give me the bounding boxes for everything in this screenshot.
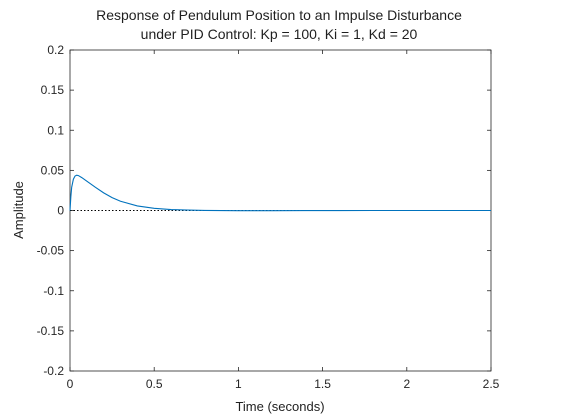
y-tick-label: 0.2 <box>47 43 64 57</box>
y-tick-label: -0.2 <box>43 364 64 378</box>
chart-title-line-1: Response of Pendulum Position to an Impu… <box>96 7 462 23</box>
y-axis-label: Amplitude <box>11 181 26 239</box>
series-line-pendulum-response <box>69 174 491 212</box>
x-tick-label: 1.5 <box>314 377 331 391</box>
x-tick-label: 0.5 <box>146 377 163 391</box>
y-tick-label: 0.1 <box>47 123 64 137</box>
y-tick-label: -0.1 <box>43 284 64 298</box>
y-tick-label: -0.15 <box>37 324 65 338</box>
chart-title-line-2: under PID Control: Kp = 100, Ki = 1, Kd … <box>141 26 418 42</box>
y-tick-label: -0.05 <box>37 244 65 258</box>
x-axis-ticks: 0 0.5 1 1.5 2 2.5 <box>67 50 500 391</box>
y-tick-label: 0.05 <box>41 163 65 177</box>
y-axis-ticks: 0.2 0.15 0.1 0.05 0 -0.05 -0.1 -0.15 -0.2 <box>37 43 491 378</box>
x-tick-label: 1 <box>235 377 242 391</box>
x-axis-label: Time (seconds) <box>235 399 324 414</box>
y-tick-label: 0.15 <box>41 83 65 97</box>
y-tick-label: 0 <box>57 204 64 218</box>
x-tick-label: 0 <box>67 377 74 391</box>
x-tick-label: 2 <box>403 377 410 391</box>
x-tick-label: 2.5 <box>483 377 500 391</box>
